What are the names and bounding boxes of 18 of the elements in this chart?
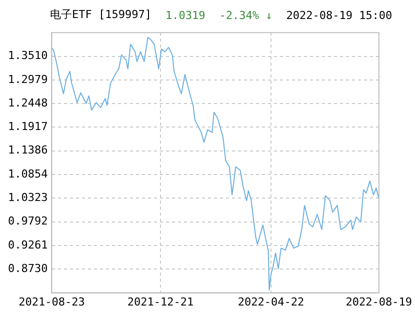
y-tick-label: 0.9261	[8, 238, 48, 252]
y-tick-label: 1.2448	[8, 96, 48, 110]
x-tick-label: 2021-12-21	[127, 295, 194, 308]
chart-title: 电子ETF [159997]	[50, 7, 152, 22]
text: 1.0319	[165, 9, 206, 22]
text: 2022-08-19 15:00	[286, 9, 392, 22]
text: -2.34% ↓	[219, 9, 272, 22]
y-tick-label: 1.2979	[8, 72, 48, 86]
y-tick-label: 1.0854	[8, 167, 48, 180]
y-tick-label: 1.3510	[8, 49, 48, 62]
x-tick-label: 2022-08-19	[346, 295, 412, 308]
y-tick-label: 0.9792	[8, 214, 48, 228]
y-tick-label: 1.1917	[8, 120, 48, 134]
x-tick-label: 2022-04-22	[238, 295, 304, 308]
x-tick-label: 2021-08-23	[18, 295, 85, 308]
y-tick-label: 1.0323	[8, 191, 48, 204]
y-tick-label: 0.8730	[8, 262, 48, 276]
y-tick-label: 1.1386	[8, 144, 48, 157]
